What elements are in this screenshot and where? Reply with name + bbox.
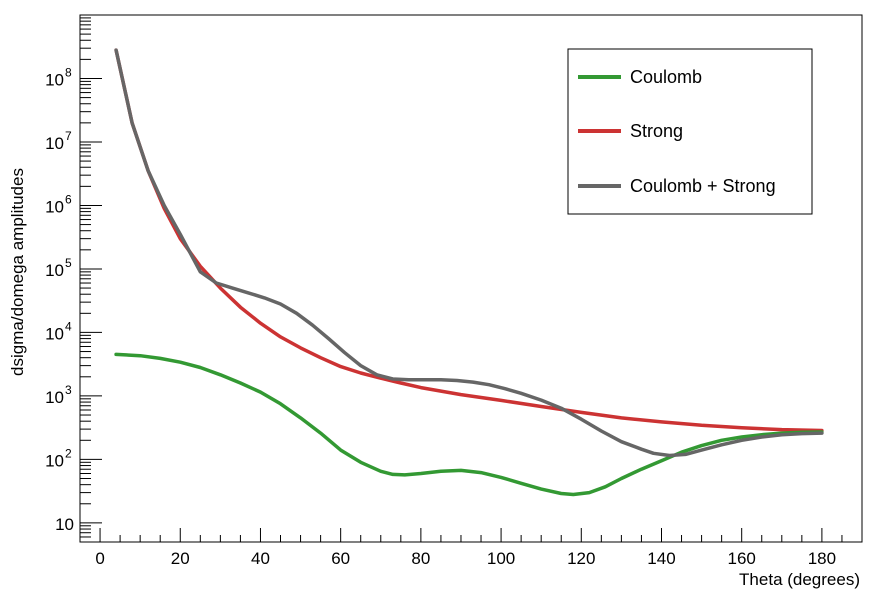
y-tick-label: 10 8 <box>45 65 72 89</box>
y-tick-label-exponent: 3 <box>65 383 72 397</box>
x-tick-label: 60 <box>331 549 350 568</box>
y-tick-label-base: 10 <box>45 70 64 89</box>
series-line-coulomb <box>114 352 824 497</box>
x-tick-label: 100 <box>487 549 515 568</box>
legend-label-strong: Strong <box>630 121 683 141</box>
y-axis-ticks <box>80 17 102 543</box>
y-tick-label-base: 10 <box>45 197 64 216</box>
y-tick-label: 10 4 <box>45 319 72 343</box>
y-tick-label: 10 2 <box>45 446 72 470</box>
legend: Coulomb Strong Coulomb + Strong <box>567 48 813 215</box>
x-axis-ticks <box>99 528 843 542</box>
y-axis-title: dsigma/domega amplitudes <box>8 168 27 376</box>
x-tick-label: 80 <box>411 549 430 568</box>
y-tick-label-base: 10 <box>55 515 74 534</box>
y-tick-label-base: 10 <box>45 324 64 343</box>
y-tick-label-exponent: 5 <box>65 256 72 270</box>
y-tick-label-exponent: 7 <box>65 129 72 143</box>
y-tick-label-base: 10 <box>45 261 64 280</box>
x-tick-label: 180 <box>808 549 836 568</box>
x-tick-label: 0 <box>95 549 104 568</box>
y-tick-label: 10 3 <box>45 383 72 407</box>
y-tick-label: 10 7 <box>45 129 72 153</box>
series-line-coulomb-strong <box>114 48 824 458</box>
legend-label-coulomb-strong: Coulomb + Strong <box>630 176 776 196</box>
y-tick-label-base: 10 <box>45 134 64 153</box>
x-axis-title: Theta (degrees) <box>739 570 860 589</box>
x-tick-label: 120 <box>567 549 595 568</box>
x-tick-label: 140 <box>647 549 675 568</box>
y-tick-label-exponent: 2 <box>65 446 72 460</box>
y-tick-label: 10 5 <box>45 256 72 280</box>
series-lines <box>114 48 824 497</box>
x-tick-label: 160 <box>728 549 756 568</box>
y-tick-label: 10 <box>55 515 74 534</box>
y-tick-label-exponent: 8 <box>65 65 72 79</box>
x-axis-tick-labels: 0 20 40 60 80 100 120 140 160 180 <box>95 549 836 568</box>
x-tick-label: 40 <box>251 549 270 568</box>
y-tick-label-exponent: 6 <box>65 192 72 206</box>
y-tick-label-base: 10 <box>45 451 64 470</box>
y-tick-label-exponent: 4 <box>65 319 72 333</box>
x-tick-label: 20 <box>171 549 190 568</box>
y-tick-label-base: 10 <box>45 388 64 407</box>
legend-label-coulomb: Coulomb <box>630 67 702 87</box>
y-tick-label: 10 6 <box>45 192 72 216</box>
